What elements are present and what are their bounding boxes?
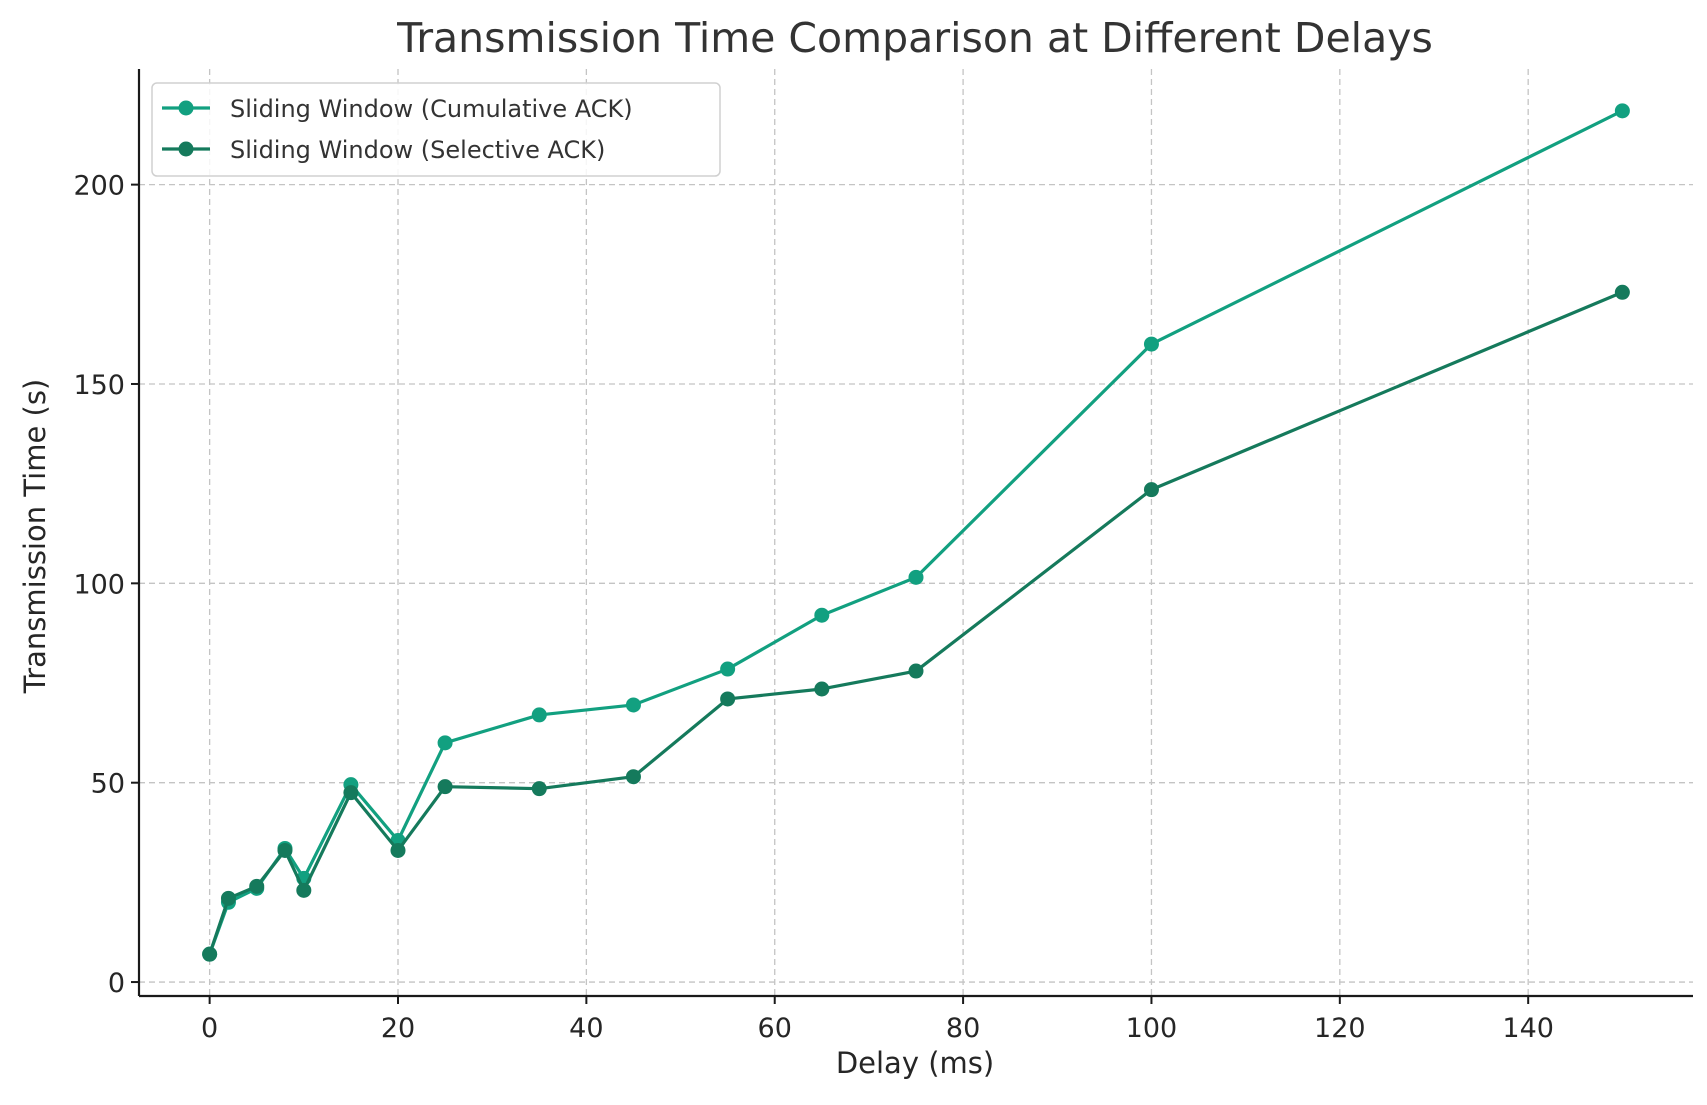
y-tick-label: 50 bbox=[91, 769, 125, 800]
data-point bbox=[720, 691, 736, 707]
tick-labels: 0 20 40 60 80 100 120 140 0 50 100 150 200 bbox=[73, 171, 1554, 1044]
series-layer bbox=[202, 103, 1630, 962]
legend: Sliding Window (Cumulative ACK) Sliding W… bbox=[151, 82, 721, 177]
data-point bbox=[390, 842, 406, 858]
y-tick-label: 150 bbox=[73, 370, 125, 401]
x-tick-label: 0 bbox=[201, 1013, 218, 1044]
legend-item: Sliding Window (Selective ACK) bbox=[162, 136, 605, 164]
data-point bbox=[1143, 482, 1159, 498]
legend-box bbox=[151, 82, 721, 177]
x-tick-label: 140 bbox=[1502, 1013, 1554, 1044]
x-tick-label: 60 bbox=[758, 1013, 792, 1044]
legend-marker bbox=[178, 100, 194, 116]
x-tick-label: 80 bbox=[946, 1013, 980, 1044]
x-tick-label: 40 bbox=[569, 1013, 603, 1044]
y-axis-label: Transmission Time (s) bbox=[18, 379, 52, 694]
data-point bbox=[814, 681, 830, 697]
data-point bbox=[531, 707, 547, 723]
data-point bbox=[908, 569, 924, 585]
chart-title: Transmission Time Comparison at Differen… bbox=[396, 14, 1433, 62]
data-point bbox=[296, 882, 312, 898]
data-point bbox=[202, 946, 218, 962]
data-point bbox=[277, 842, 293, 858]
y-tick-label: 100 bbox=[73, 569, 125, 600]
data-point bbox=[249, 878, 265, 894]
data-point bbox=[437, 735, 453, 751]
y-tick-label: 0 bbox=[108, 968, 125, 999]
x-tick-label: 20 bbox=[381, 1013, 415, 1044]
data-point bbox=[1143, 336, 1159, 352]
legend-label: Sliding Window (Cumulative ACK) bbox=[230, 95, 633, 123]
data-point bbox=[720, 661, 736, 677]
data-point bbox=[814, 607, 830, 623]
data-point bbox=[1614, 284, 1630, 300]
data-point bbox=[343, 785, 359, 801]
grid-lines bbox=[139, 69, 1693, 996]
axes bbox=[131, 69, 1693, 1004]
data-point bbox=[1614, 103, 1630, 119]
data-point bbox=[531, 781, 547, 797]
data-point bbox=[625, 697, 641, 713]
x-tick-label: 100 bbox=[1126, 1013, 1178, 1044]
legend-item: Sliding Window (Cumulative ACK) bbox=[162, 95, 633, 123]
data-point bbox=[908, 663, 924, 679]
data-point bbox=[437, 779, 453, 795]
legend-marker bbox=[178, 141, 194, 157]
x-tick-label: 120 bbox=[1314, 1013, 1366, 1044]
y-tick-label: 200 bbox=[73, 171, 125, 202]
data-point bbox=[220, 890, 236, 906]
legend-label: Sliding Window (Selective ACK) bbox=[230, 136, 605, 164]
data-point bbox=[625, 769, 641, 785]
x-axis-label: Delay (ms) bbox=[836, 1046, 994, 1080]
series-2 bbox=[202, 284, 1630, 962]
